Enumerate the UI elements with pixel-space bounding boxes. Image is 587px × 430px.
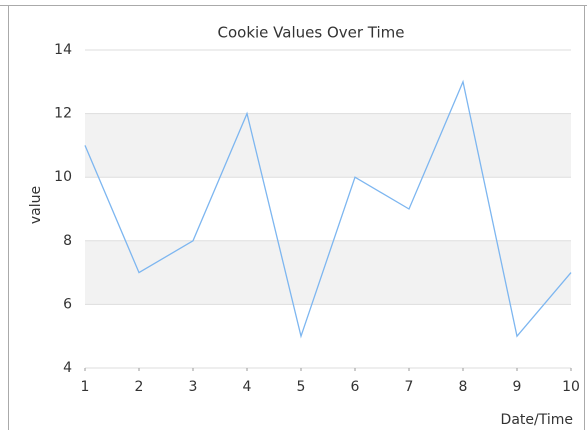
- x-tick-label: 6: [351, 379, 360, 395]
- x-tick-label: 1: [81, 379, 90, 395]
- y-axis-label: value: [28, 186, 44, 224]
- x-tick-label: 7: [405, 379, 414, 395]
- x-tick-label: 10: [562, 379, 580, 395]
- y-tick-label: 10: [54, 169, 72, 185]
- x-tick-label: 3: [189, 379, 198, 395]
- y-tick-label: 4: [63, 360, 72, 376]
- data-line: [84, 79, 572, 339]
- y-tick-label: 14: [54, 42, 72, 58]
- chart-title: Cookie Values Over Time: [217, 24, 404, 42]
- x-tick-label: 2: [135, 379, 144, 395]
- grid-band: [85, 113, 571, 178]
- x-tick-label: 4: [243, 379, 252, 395]
- x-axis-label: Date/Time: [501, 412, 573, 428]
- y-tick-label: 12: [54, 106, 72, 122]
- x-tick-label: 8: [459, 379, 468, 395]
- grid-band: [85, 240, 571, 305]
- x-tick-label: 9: [513, 379, 522, 395]
- y-tick-label: 8: [63, 233, 72, 249]
- y-tick-label: 6: [63, 296, 72, 312]
- x-tick-label: 5: [297, 379, 306, 395]
- plot-area: [84, 49, 572, 371]
